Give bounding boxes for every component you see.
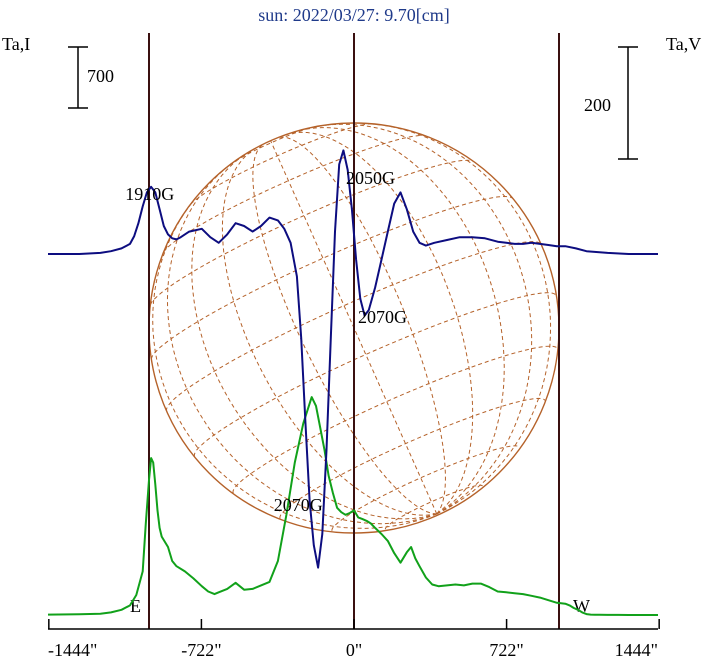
latitude-line: [331, 445, 520, 531]
left-scale-bar: [68, 46, 88, 109]
longitude-line: [270, 140, 438, 515]
chart-title: sun: 2022/03/27: 9.70[cm]: [258, 5, 450, 25]
series-line-intensity: [47, 396, 658, 616]
longitude-line: [166, 163, 437, 525]
x-tick-label: 0": [346, 640, 362, 660]
x-tick-label: 722": [489, 640, 523, 660]
longitude-line: [191, 154, 437, 520]
longitude-line: [278, 136, 446, 515]
latitude-line: [163, 134, 426, 253]
field-strength-annotation: 2070G: [274, 495, 323, 515]
series-line-circular-polarization: [48, 149, 658, 569]
field-strength-annotation: 1910G: [125, 184, 174, 204]
longitude-line: [285, 131, 474, 515]
right-scale-bar-label: 200: [584, 95, 611, 115]
solar-disk-grid: [148, 122, 560, 534]
right-scale-bar: [618, 46, 638, 160]
x-axis-ticks: -1444" -722" 0" 722" 1444": [48, 619, 660, 660]
marker-label: E: [130, 596, 141, 616]
longitude-line: [252, 143, 437, 515]
longitude-line: [298, 127, 505, 515]
field-strength-annotation: 2050G: [346, 168, 395, 188]
right-axis-label: Ta,V: [666, 34, 701, 54]
left-axis-label: Ta,I: [2, 34, 30, 54]
latitude-line: [384, 484, 483, 530]
longitude-line: [152, 195, 437, 529]
latitude-line: [279, 397, 546, 519]
left-scale-bar-label: 700: [87, 66, 114, 86]
longitude-line: [221, 147, 437, 516]
field-strength-annotation: 2070G: [358, 307, 407, 327]
latitude-line: [149, 159, 474, 306]
x-tick-label: -1444": [48, 640, 97, 660]
longitude-line: [314, 123, 533, 515]
x-tick-label: -722": [181, 640, 221, 660]
series-lines: [47, 149, 658, 616]
marker-label: W: [573, 596, 590, 616]
longitude-line: [361, 122, 552, 515]
annotations: 1910G 2050G 2070G 2070G: [125, 168, 407, 515]
latitude-line: [165, 241, 542, 412]
x-tick-label: 1444": [615, 640, 658, 660]
